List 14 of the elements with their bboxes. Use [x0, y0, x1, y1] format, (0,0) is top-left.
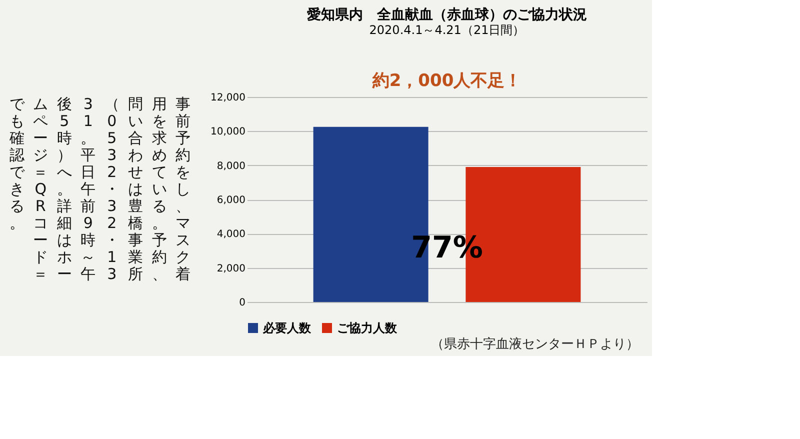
legend-label: ご協力人数 [337, 321, 398, 335]
text: 約2，000人不足！ [371, 71, 522, 91]
y-tick-label: 10,000 [210, 126, 246, 138]
y-tick-label: 12,000 [210, 92, 246, 104]
y-tick-label: 0 [239, 298, 246, 308]
y-tick-label: 2,000 [216, 263, 246, 274]
y-tick-label: 8,000 [216, 160, 246, 172]
text: 事前予約をし、マスク着用を求めている。予約、問い合わせは豊橋事業所（0532・32・1331。平日午前9時～午後5時）へ。詳細はホームページ＝QRコード＝でも確認できる。 [9, 95, 191, 283]
text: （県赤十字血液センターＨＰより） [431, 336, 639, 352]
legend-label: 必要人数 [262, 321, 312, 335]
y-tick-label: 6,000 [216, 195, 246, 206]
y-tick-label: 4,000 [216, 229, 246, 240]
chart-subtitle: 2020.4.1～4.21（21日間） [369, 23, 525, 37]
chart-title: 愛知県内 全血献血（赤血球）のご協力状況 [307, 7, 587, 23]
